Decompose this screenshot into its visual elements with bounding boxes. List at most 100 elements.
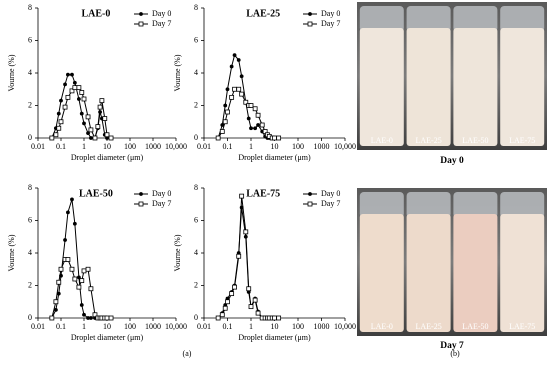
legend-label: Day 7: [321, 199, 340, 208]
marker: [252, 297, 258, 303]
y-tick-label: 4: [28, 68, 32, 77]
x-tick-label: 1000: [314, 142, 330, 151]
marker: [104, 315, 110, 321]
x-tick-label: 1: [82, 322, 86, 331]
marker: [239, 74, 244, 79]
marker: [53, 299, 59, 305]
marker: [63, 238, 67, 242]
marker: [56, 125, 62, 131]
marker: [72, 80, 77, 85]
legend-marker: [308, 192, 312, 196]
marker: [49, 135, 55, 141]
vial-label: LAE-50: [462, 322, 488, 331]
marker: [56, 279, 62, 285]
marker: [225, 109, 230, 115]
x-tick-label: 0.01: [31, 142, 45, 151]
photo-caption: Day 0: [440, 156, 464, 166]
x-tick-label: 0.1: [223, 322, 233, 331]
y-axis-label: Vourne (%): [173, 234, 182, 271]
marker: [229, 291, 235, 297]
marker: [58, 119, 64, 125]
marker: [56, 111, 61, 116]
marker: [255, 112, 261, 118]
x-tick-label: 100: [292, 322, 304, 331]
x-tick-label: 0.01: [197, 322, 211, 331]
marker: [63, 82, 67, 87]
x-axis-label: Droplet diameter (μm): [71, 333, 144, 342]
marker: [229, 94, 235, 100]
x-axis-label: Droplet diameter (μm): [71, 153, 144, 162]
legend-marker: [139, 192, 143, 196]
chart-title: LAE-0: [82, 8, 111, 19]
x-tick-label: 10: [271, 142, 279, 151]
panel-label: (b): [450, 349, 460, 358]
x-tick-label: 1000: [314, 322, 330, 331]
legend-label: Day 7: [152, 19, 171, 28]
x-axis-label: Droplet diameter (μm): [238, 333, 311, 342]
x-tick-label: 1: [249, 322, 253, 331]
marker: [219, 312, 225, 318]
marker: [62, 104, 68, 110]
legend-label: Day 7: [321, 19, 340, 28]
vial-liquid: [453, 214, 498, 332]
marker: [65, 94, 71, 100]
marker: [92, 135, 98, 141]
marker: [246, 116, 251, 121]
marker: [232, 284, 237, 290]
marker: [243, 229, 249, 235]
vial-glass: [406, 192, 451, 218]
marker: [219, 129, 225, 134]
marker: [79, 278, 85, 284]
marker: [89, 136, 93, 140]
legend-label: Day 0: [152, 9, 171, 18]
marker: [239, 193, 245, 199]
marker: [65, 257, 71, 262]
marker: [236, 253, 242, 259]
marker: [76, 97, 81, 101]
x-tick-label: 10,000: [165, 142, 187, 151]
legend-marker: [138, 21, 144, 27]
chart-title: LAE-75: [246, 188, 280, 199]
marker: [229, 64, 234, 69]
marker: [99, 98, 105, 104]
marker: [92, 312, 98, 318]
vial-liquid: [500, 28, 545, 146]
marker: [232, 86, 237, 92]
vial-label: LAE-75: [509, 136, 535, 145]
marker: [69, 266, 75, 272]
marker: [79, 111, 84, 116]
marker: [248, 304, 254, 310]
x-tick-label: 1000: [145, 322, 161, 331]
marker: [97, 104, 103, 110]
y-tick-label: 4: [28, 248, 32, 257]
marker: [236, 86, 242, 92]
marker: [276, 135, 282, 141]
marker: [88, 127, 94, 133]
marker: [239, 91, 245, 97]
marker: [53, 132, 59, 138]
marker: [104, 132, 110, 138]
x-tick-label: 10,000: [334, 322, 356, 331]
marker: [76, 85, 82, 91]
x-tick-label: 10,000: [165, 322, 187, 331]
marker: [243, 99, 249, 105]
marker: [79, 90, 85, 95]
marker: [72, 276, 78, 282]
x-tick-label: 0.01: [197, 142, 211, 151]
marker: [246, 286, 252, 292]
legend-label: Day 0: [152, 189, 171, 198]
vial-liquid: [453, 28, 498, 146]
marker: [72, 221, 77, 226]
y-tick-label: 0: [28, 313, 32, 322]
marker: [72, 85, 78, 91]
vial-glass: [500, 192, 545, 218]
vial-glass: [406, 6, 451, 32]
y-tick-label: 8: [28, 3, 32, 12]
marker: [85, 114, 91, 120]
y-tick-label: 8: [194, 3, 198, 12]
marker: [253, 126, 258, 131]
marker: [82, 121, 86, 126]
vial-liquid: [406, 28, 451, 146]
marker: [225, 87, 230, 92]
marker: [56, 291, 61, 296]
